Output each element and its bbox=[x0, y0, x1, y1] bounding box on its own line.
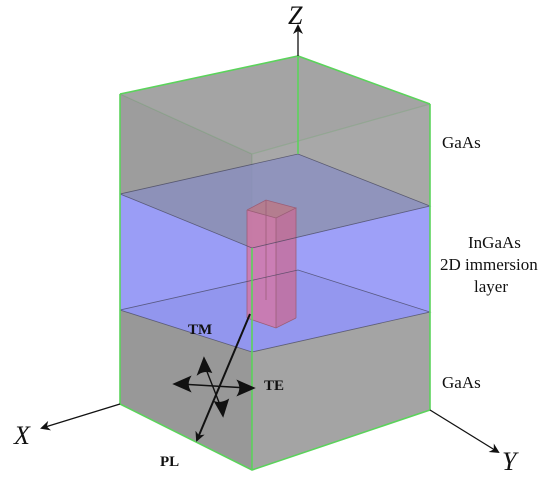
box-front-edges bbox=[119, 55, 431, 471]
y-axis-label: Y bbox=[502, 447, 519, 476]
pl-label: PL bbox=[160, 454, 179, 470]
te-left-arrowhead bbox=[172, 375, 192, 393]
polarization-cross bbox=[172, 356, 256, 418]
z-axis-label: Z bbox=[288, 1, 303, 30]
pl-direction-arrow bbox=[195, 313, 251, 442]
te-right-arrowhead bbox=[236, 379, 256, 397]
x-axis-label: X bbox=[13, 421, 31, 450]
gaas-bottom-label: GaAs bbox=[442, 373, 481, 392]
te-label: TE bbox=[264, 378, 284, 394]
nanowire bbox=[246, 199, 298, 329]
x-axis-line bbox=[40, 403, 121, 431]
ingaas-label-line2: 2D immersion bbox=[440, 255, 538, 274]
gaas-top-label: GaAs bbox=[442, 133, 481, 152]
tm-label: TM bbox=[188, 322, 212, 338]
ingaas-label-line3: layer bbox=[474, 277, 508, 296]
y-axis-line bbox=[429, 409, 500, 454]
coordinate-axes bbox=[40, 24, 500, 454]
tm-upper-arrowhead bbox=[196, 356, 213, 376]
ingaas-label-line1: InGaAs bbox=[468, 233, 521, 252]
tm-lower-arrowhead bbox=[213, 398, 230, 418]
